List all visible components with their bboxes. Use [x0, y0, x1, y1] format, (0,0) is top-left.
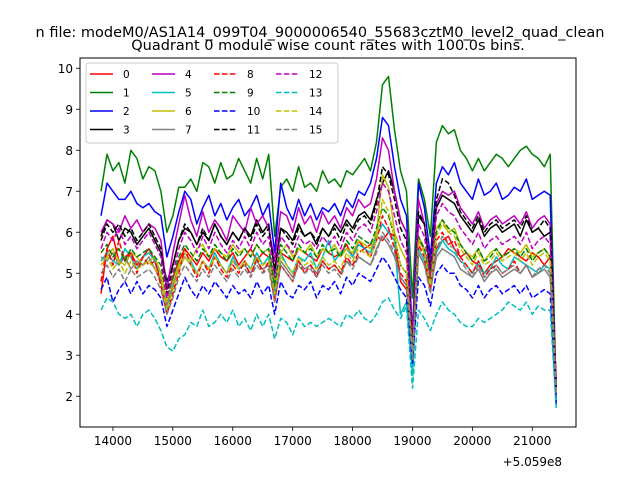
y-tick-label: 5: [65, 267, 73, 281]
figure-suptitle: n file: modeM0/AS1A14_099T04_9000006540_…: [36, 25, 605, 41]
y-tick-label: 8: [65, 144, 73, 158]
legend-label-15: 15: [309, 124, 322, 136]
series-line-14: [100, 198, 557, 393]
series-line-6: [100, 174, 557, 389]
legend-label-10: 10: [247, 106, 260, 118]
x-tick-label: 18000: [333, 434, 371, 448]
y-axis: 2 3 4 5 6 7 8 9 10: [58, 62, 80, 404]
x-tick-label: 17000: [274, 434, 312, 448]
legend-label-4: 4: [185, 69, 192, 81]
x-tick-label: 14000: [94, 434, 132, 448]
y-tick-label: 4: [65, 308, 73, 322]
legend-label-2: 2: [123, 106, 130, 118]
x-tick-label: 15000: [154, 434, 192, 448]
legend-frame: [85, 62, 339, 144]
legend-label-9: 9: [247, 87, 254, 99]
series-line-1: [100, 75, 557, 397]
y-tick-label: 2: [65, 390, 73, 404]
legend-label-3: 3: [123, 124, 130, 136]
series-line-11: [100, 165, 557, 389]
series-line-15: [100, 231, 557, 397]
series-line-13: [100, 297, 557, 409]
y-tick-label: 6: [65, 226, 73, 240]
legend-label-11: 11: [247, 124, 260, 136]
series-line-7: [100, 235, 557, 389]
y-tick-label: 9: [65, 103, 73, 117]
legend-label-7: 7: [185, 124, 192, 136]
y-tick-label: 10: [58, 62, 73, 76]
legend-label-0: 0: [123, 69, 130, 81]
x-tick-label: 21000: [513, 434, 551, 448]
series-layer: [100, 75, 557, 409]
x-tick-label: 16000: [214, 434, 252, 448]
series-line-12: [100, 182, 557, 389]
series-line-4: [100, 137, 557, 393]
plot-frame: [79, 57, 577, 428]
legend-label-14: 14: [309, 106, 323, 118]
x-tick-label: 19000: [393, 434, 431, 448]
x-axis: 14000 15000 16000 17000 18000 19000 20000 21000: [94, 427, 551, 448]
legend-label-13: 13: [309, 87, 322, 99]
y-tick-label: 3: [65, 349, 73, 363]
y-tick-label: 7: [65, 185, 73, 199]
legend-label-1: 1: [123, 87, 130, 99]
series-line-9: [100, 206, 557, 389]
legend-label-8: 8: [247, 69, 254, 81]
legend-label-6: 6: [185, 106, 192, 118]
legend-label-12: 12: [309, 69, 322, 81]
x-offset-label: +5.059e8: [503, 455, 562, 469]
chart-title: Quadrant 0 module wise count rates with …: [131, 38, 525, 54]
x-tick-label: 20000: [453, 434, 491, 448]
series-line-2: [100, 116, 557, 405]
legend-label-5: 5: [185, 87, 192, 99]
series-line-10: [100, 256, 557, 405]
series-line-8: [100, 215, 557, 397]
